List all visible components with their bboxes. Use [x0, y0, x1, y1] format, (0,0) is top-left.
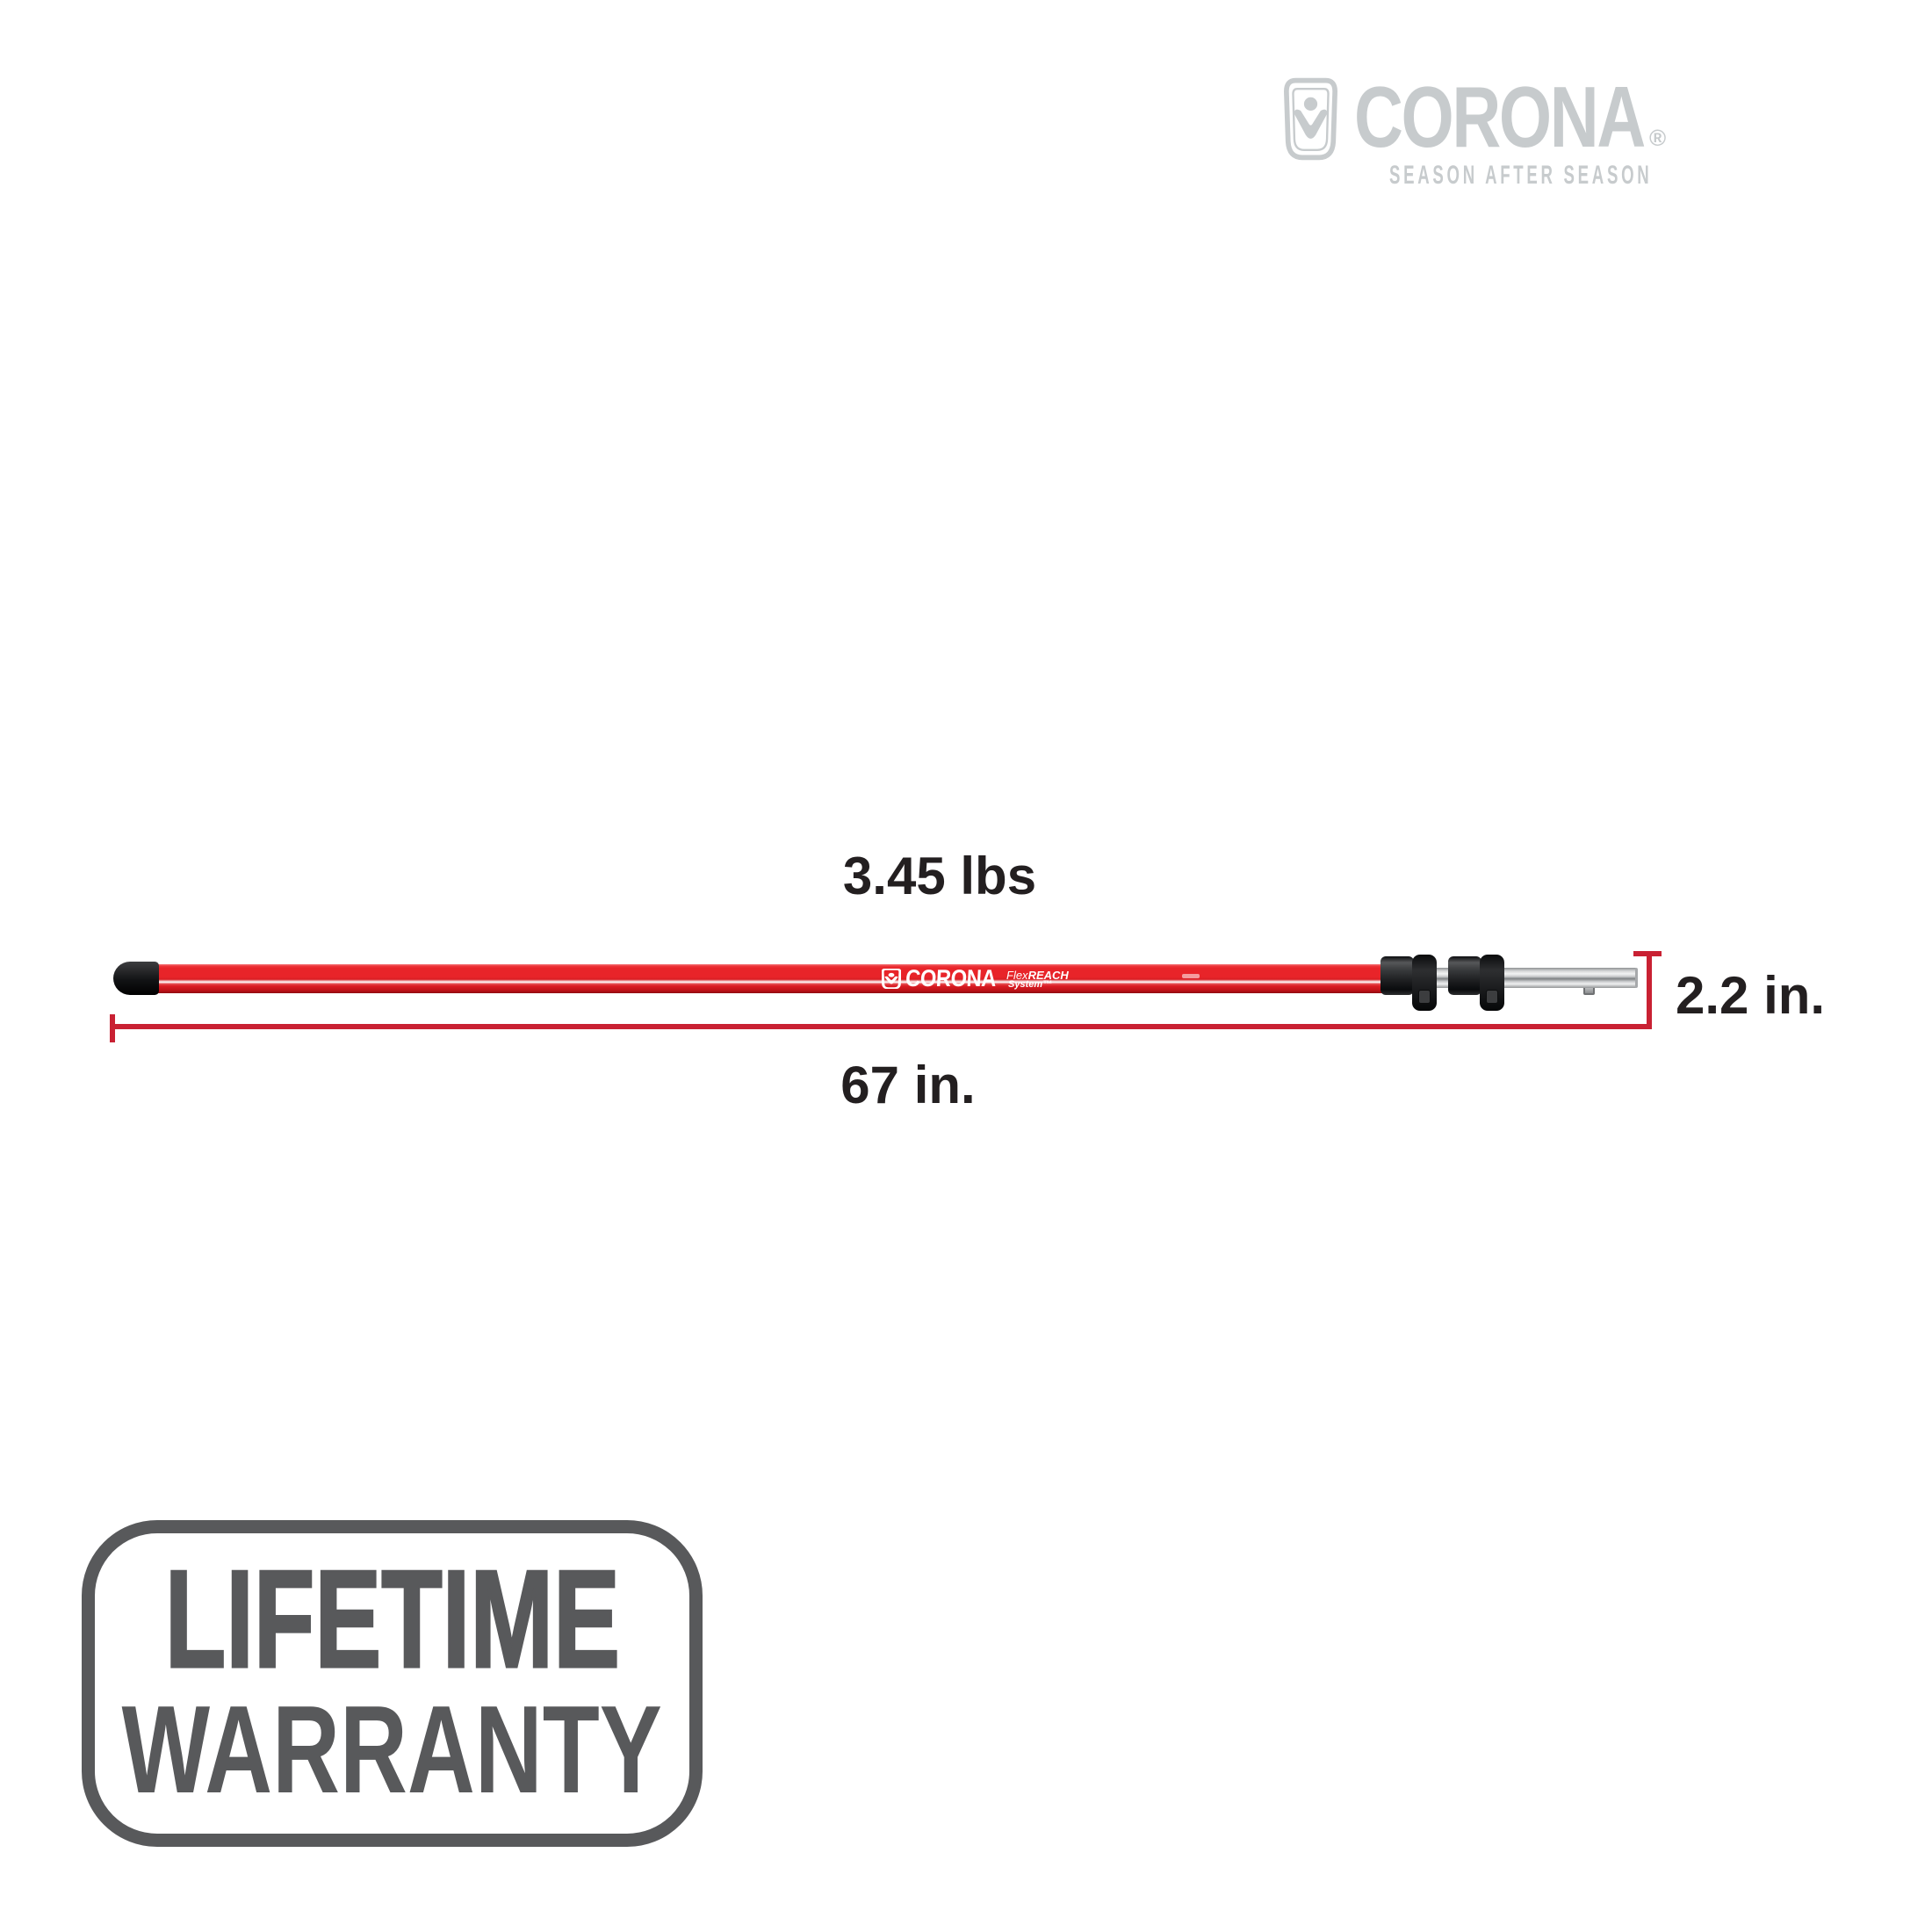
length-label: 67 in. [840, 1056, 976, 1114]
clamp-lever-notch [1486, 990, 1498, 1004]
registered-trademark-mark: ® [1649, 125, 1667, 151]
length-dimension-line [110, 1024, 1652, 1029]
warranty-line2: WARRANTY [121, 1680, 663, 1820]
diameter-label: 2.2 in. [1676, 966, 1826, 1025]
pole-system-label: System™ [1008, 979, 1053, 990]
clamp-collar-2 [1448, 956, 1481, 995]
brand-tagline: SEASON AFTER SEASON [1389, 161, 1653, 190]
pole-shaft [139, 964, 1386, 993]
pole-end-cap [113, 962, 159, 995]
corona-crown-shield-icon [1284, 77, 1337, 161]
extension-tube [1405, 968, 1638, 988]
diameter-dimension-line [1647, 954, 1652, 1029]
corona-wordmark: CORONA [1354, 68, 1646, 165]
clamp-lever-1 [1412, 955, 1437, 1011]
warranty-line1: LIFETIME [163, 1541, 620, 1697]
corona-crown-shield-icon-small [882, 969, 901, 989]
weight-label: 3.45 lbs [842, 847, 1037, 905]
clamp-lever-notch [1418, 990, 1431, 1004]
length-dimension-left-tick [110, 1014, 115, 1042]
diameter-dimension-top-tick [1633, 951, 1662, 956]
pole-fine-print-marking [1182, 974, 1200, 978]
pole-flexreach-label: FlexREACH [1006, 969, 1069, 982]
clamp-lever-2 [1480, 955, 1504, 1011]
lifetime-warranty-badge: LIFETIME WARRANTY [82, 1520, 703, 1847]
clamp-collar-1 [1381, 956, 1414, 995]
pole-brand-wordmark: CORONA [905, 965, 998, 991]
